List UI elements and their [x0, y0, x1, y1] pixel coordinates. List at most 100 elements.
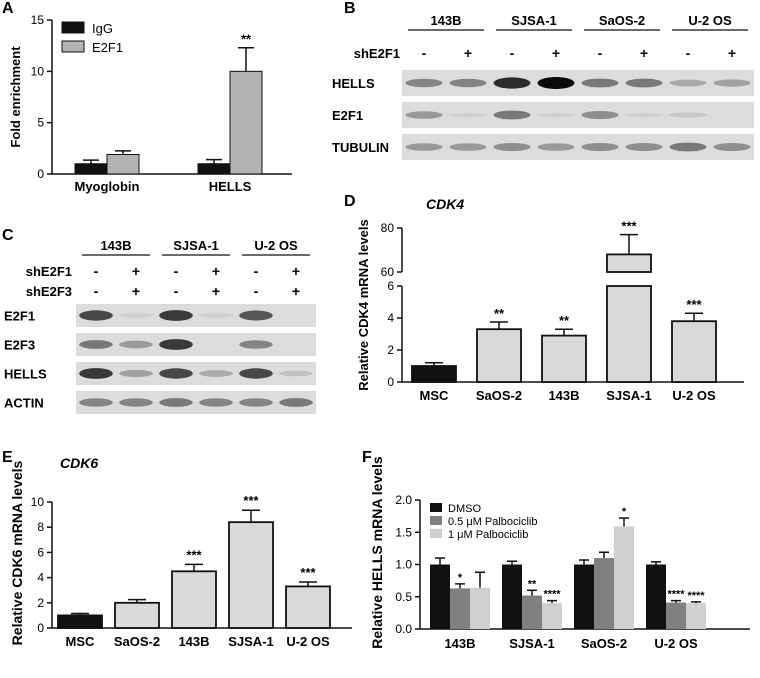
d-bar	[671, 320, 717, 383]
c-band-label: E2F1	[4, 309, 35, 324]
a-bar	[229, 70, 263, 175]
b-band	[449, 78, 487, 88]
b-group-label: SJSA-1	[511, 13, 557, 28]
f-error-bar	[547, 599, 557, 604]
f-x-tick-label: SJSA-1	[509, 636, 555, 651]
c-treatment-sign: -	[94, 263, 99, 279]
d-significance: **	[559, 313, 570, 328]
d-significance: ***	[686, 297, 702, 312]
f-y-tick-label: 1.5	[395, 525, 412, 539]
a-y-tick-label: 0	[37, 167, 44, 181]
f-bar	[542, 603, 562, 629]
c-treatment-label: shE2F3	[26, 284, 72, 299]
c-band-label: E2F3	[4, 338, 35, 353]
a-y-tick-label: 10	[31, 64, 45, 78]
d-error-bar	[555, 328, 573, 336]
f-bar	[686, 603, 706, 629]
f-bar	[614, 526, 634, 629]
a-significance: **	[241, 32, 252, 47]
c-treatment-sign: -	[94, 283, 99, 299]
panel-b-letter: B	[344, 0, 356, 17]
c-blot-strip	[76, 304, 316, 327]
c-band	[199, 370, 233, 377]
a-error-bar	[238, 46, 254, 72]
b-band	[405, 143, 443, 151]
e-x-tick-label: U-2 OS	[286, 634, 330, 649]
e-bar	[57, 614, 103, 629]
d-y-tick-label: 6	[387, 279, 394, 293]
a-y-axis-label: Fold enrichment	[8, 46, 23, 148]
c-band	[119, 313, 153, 318]
c-band	[79, 340, 113, 349]
panel-c-letter: C	[2, 227, 14, 244]
a-legend-label: IgG	[92, 21, 113, 36]
f-bar	[470, 587, 490, 629]
c-band	[79, 398, 113, 407]
panel-c-blot: 143B SJSA-1 U-2 OS shE2F1 - + - + - + shE2F3 - + - + - +…	[4, 238, 316, 414]
f-y-tick-label: 0.5	[395, 590, 412, 604]
f-error-bar	[579, 559, 589, 565]
e-x-tick-label: SaOS-2	[114, 634, 160, 649]
b-band	[537, 77, 575, 89]
panel-d-letter: D	[344, 193, 356, 210]
c-band	[119, 340, 153, 349]
b-band	[713, 79, 751, 87]
d-bar	[541, 334, 587, 383]
b-blot-strip	[402, 102, 754, 128]
f-bar	[522, 595, 542, 629]
panel-c: C 143B SJSA-1 U-2 OS shE2F1 - + - + - + shE2F3 - + - +…	[2, 227, 316, 414]
b-band	[581, 143, 619, 151]
d-y-axis-label: Relative CDK4 mRNA levels	[356, 219, 371, 390]
d-y-tick-label: 80	[381, 221, 395, 235]
panel-e-letter: E	[2, 449, 13, 466]
c-band	[239, 310, 273, 321]
c-group-label: U-2 OS	[254, 238, 298, 253]
f-y-tick-label: 0.0	[395, 622, 412, 636]
panel-d: D CDK4 0 2 4 660 80 Relative CDK4 mRNA levels…	[344, 193, 744, 403]
d-y-tick-label: 2	[387, 343, 394, 357]
e-bar	[228, 521, 274, 629]
f-x-tick-label: 143B	[444, 636, 475, 651]
e-y-tick-label: 4	[37, 571, 44, 585]
b-treatment-sign: +	[640, 45, 648, 61]
e-y-tick-label: 10	[31, 495, 45, 509]
b-band	[625, 78, 663, 88]
c-band	[279, 398, 313, 407]
b-group-label: 143B	[430, 13, 461, 28]
b-band	[493, 110, 531, 120]
c-band	[159, 368, 193, 379]
b-band	[449, 112, 487, 118]
f-legend-label: 0.5 μM Palbociclib	[448, 516, 538, 528]
b-band-label: E2F1	[332, 108, 363, 123]
d-significance: **	[494, 306, 505, 321]
b-treatment-sign: +	[728, 45, 736, 61]
b-band	[537, 143, 575, 151]
f-significance: ****	[687, 590, 705, 602]
b-band	[669, 79, 707, 87]
c-group-label: 143B	[100, 238, 131, 253]
d-bar-upper	[606, 253, 652, 273]
c-treatment-sign: +	[132, 263, 140, 279]
f-legend-label: 1 μM Palbociclib	[448, 529, 528, 541]
d-bar-lower	[606, 285, 652, 383]
f-significance: ****	[667, 589, 685, 601]
b-treatment-sign: -	[598, 45, 603, 61]
b-band	[669, 142, 707, 152]
panel-a-chart: 0 5 10 15 Fold enrichment Myoglobin HELLS ** IgG…	[8, 13, 292, 194]
a-bar	[106, 153, 140, 175]
panel-e-gene: CDK6	[60, 455, 98, 471]
f-bar	[450, 588, 470, 629]
b-band	[669, 112, 707, 118]
c-treatment-sign: +	[292, 263, 300, 279]
e-x-tick-label: MSC	[66, 634, 96, 649]
f-y-axis-label: Relative HELLS mRNA levels	[369, 456, 385, 649]
e-y-tick-label: 8	[37, 520, 44, 534]
b-band	[537, 112, 575, 118]
b-band	[581, 78, 619, 88]
f-legend-swatch	[430, 516, 442, 525]
e-bar	[285, 585, 331, 629]
e-x-tick-label: SJSA-1	[228, 634, 274, 649]
d-error-bar	[620, 233, 638, 255]
c-treatment-label: shE2F1	[26, 264, 72, 279]
e-y-axis-label: Relative CDK6 mRNA levels	[9, 460, 25, 645]
